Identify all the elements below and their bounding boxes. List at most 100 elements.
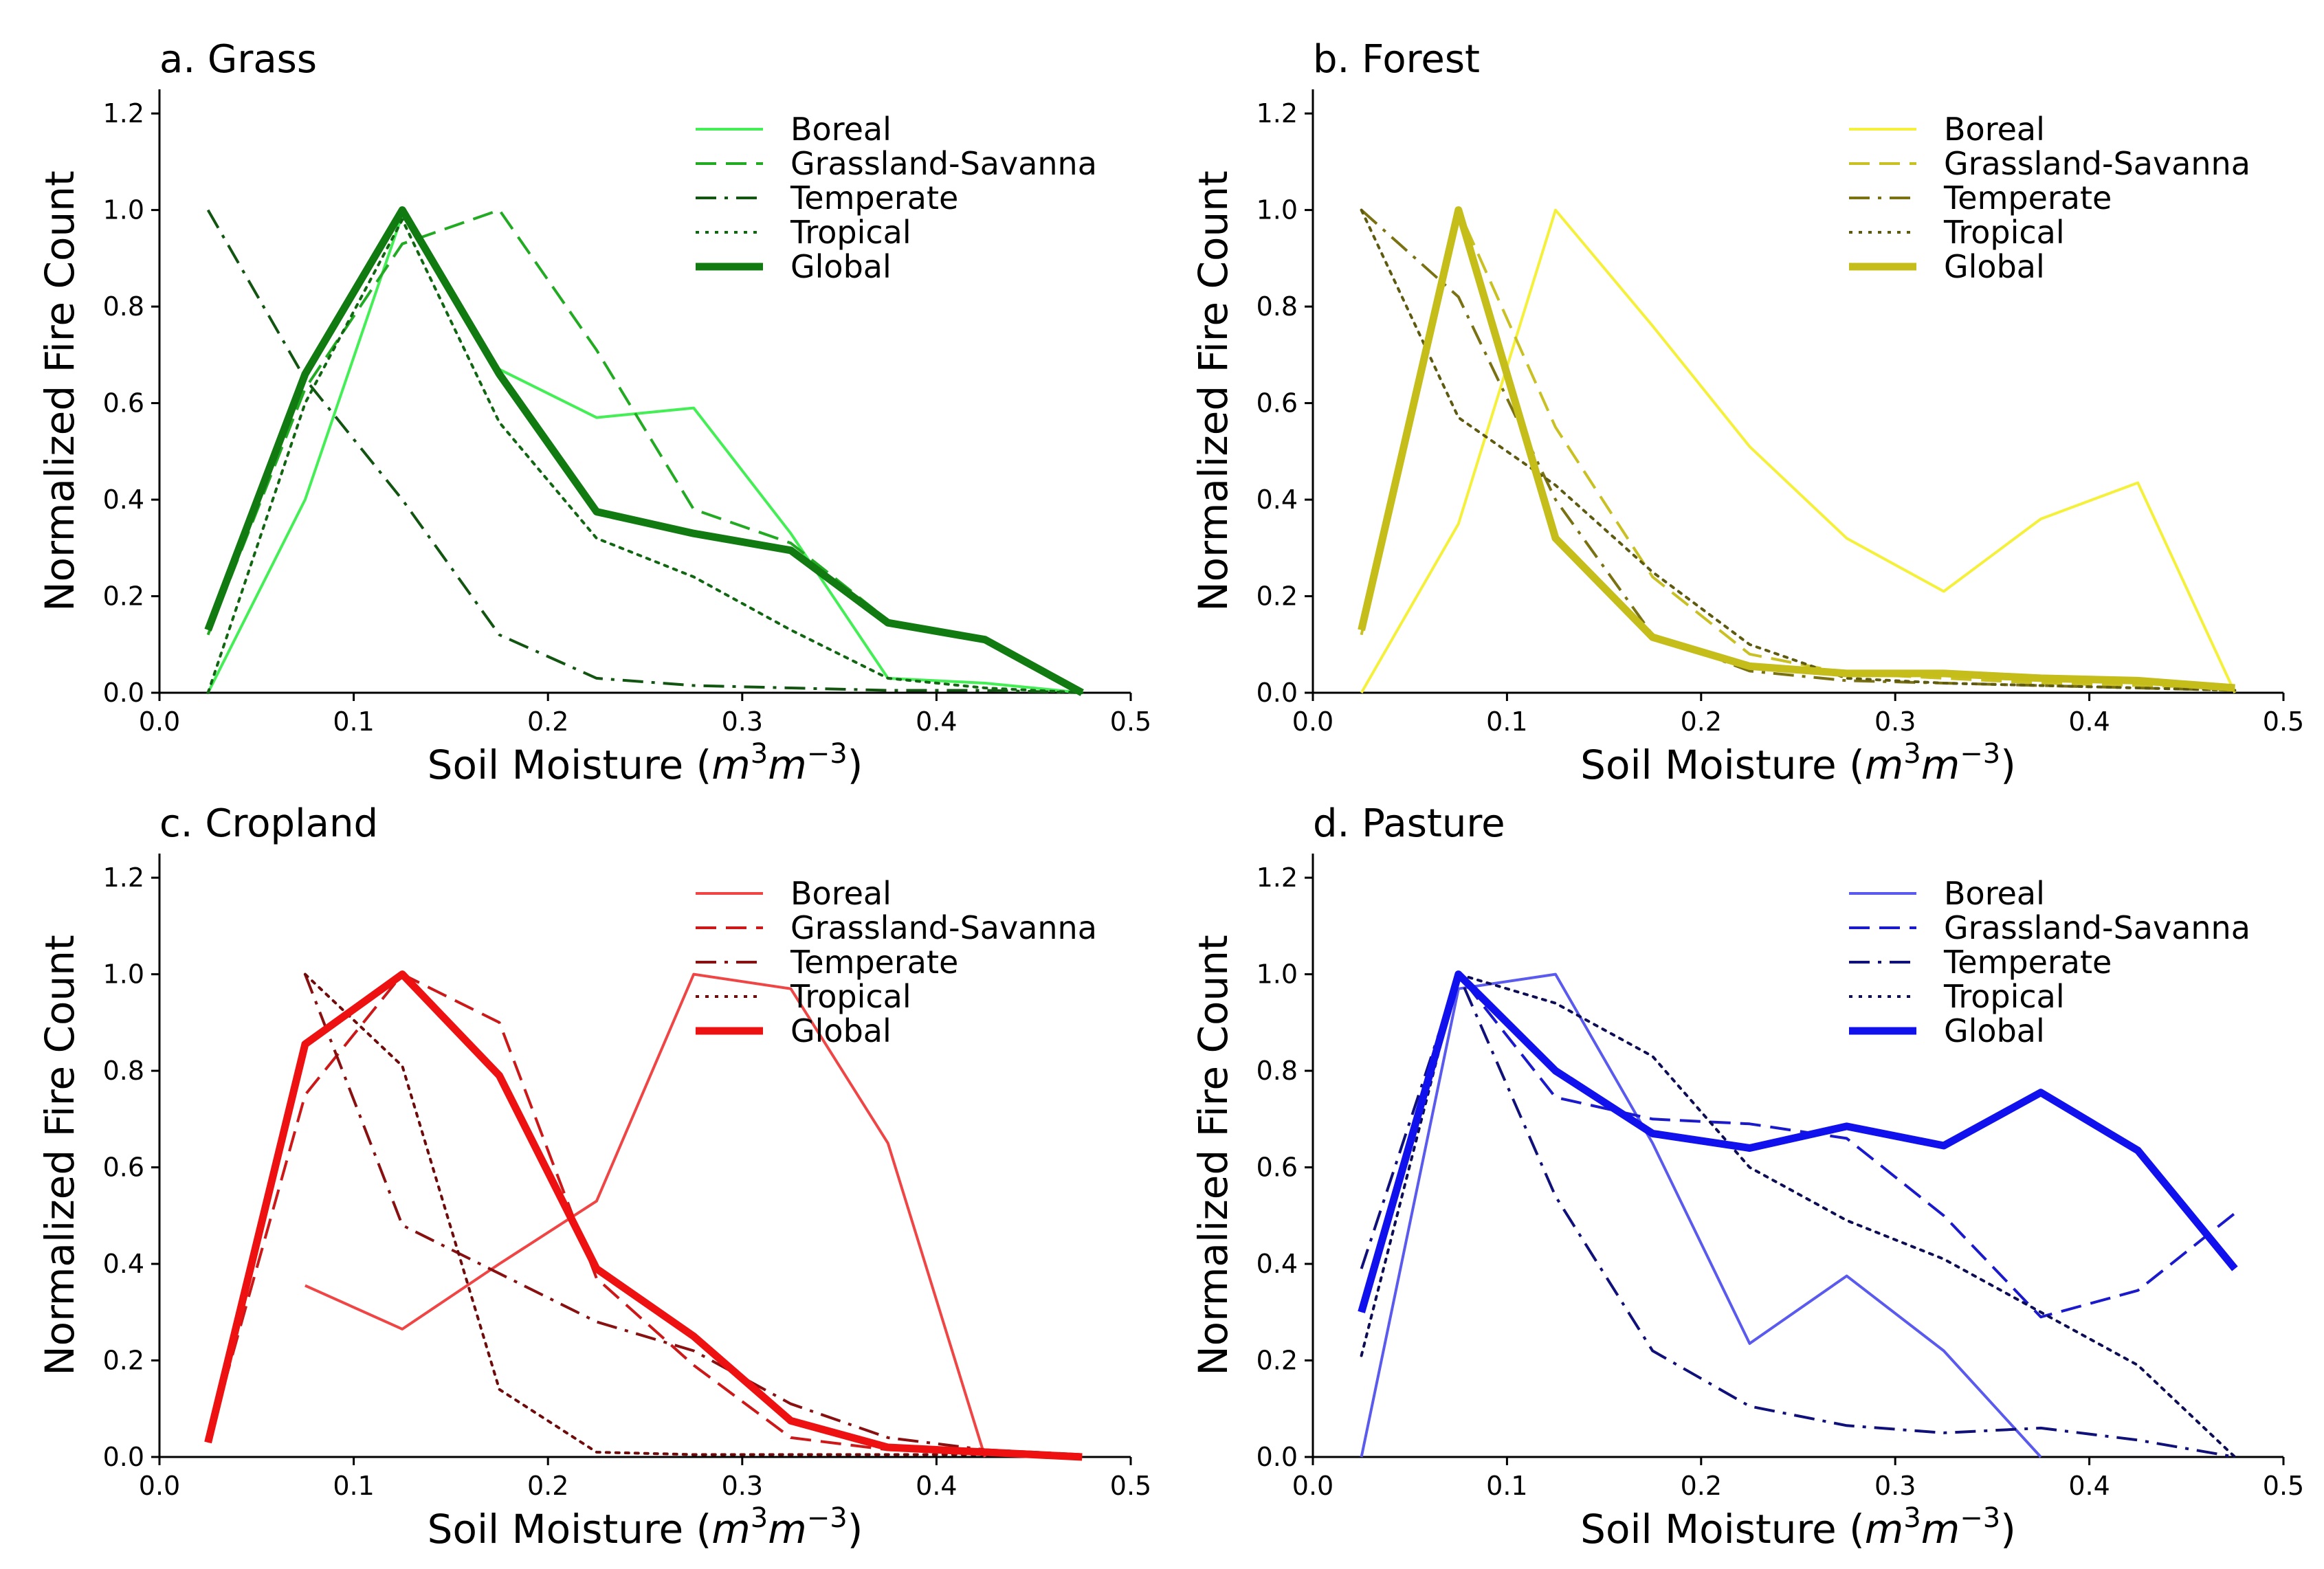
x-tick-label: 0.4	[916, 1471, 957, 1501]
y-tick-label: 1.0	[103, 195, 144, 225]
x-tick-label: 0.1	[333, 706, 374, 737]
y-tick-label: 0.8	[1257, 1056, 1298, 1086]
x-tick-label: 0.5	[2263, 706, 2304, 737]
legend-label: Grassland-Savanna	[1944, 909, 2250, 946]
y-tick-label: 0.6	[103, 1153, 144, 1183]
x-tick-label: 0.1	[1486, 1471, 1527, 1501]
y-axis-label: Normalized Fire Count	[36, 170, 83, 612]
x-tick-label: 0.4	[916, 706, 957, 737]
legend-label: Boreal	[1944, 875, 2045, 912]
x-axis-label: Soil Moisture (m3m−3)	[1580, 1502, 2016, 1553]
legend-label: Tropical	[1943, 214, 2065, 251]
y-tick-label: 0.2	[103, 1346, 144, 1376]
series-line-temperate	[1360, 972, 2235, 1458]
x-tick-label: 0.2	[1681, 1471, 1722, 1501]
y-tick-label: 0.0	[103, 1442, 144, 1472]
x-tick-label: 0.0	[139, 1471, 180, 1501]
legend-label: Grassland-Savanna	[1944, 145, 2250, 182]
y-tick-label: 0.6	[1257, 1153, 1298, 1183]
series-line-grassland-savanna	[1360, 972, 2236, 1319]
series-line-grassland-savanna	[206, 972, 1083, 1458]
y-tick-label: 0.0	[1257, 1442, 1298, 1472]
series-line-global	[1358, 206, 2235, 692]
y-tick-label: 0.0	[103, 678, 144, 708]
chart-panel-3: d. Pasture 0.0 0.1 0.2 0.3 0.4 0.5 0.0 0.2 0.4 0.6…	[1190, 801, 2304, 1553]
x-tick-label: 0.5	[1110, 1471, 1151, 1501]
y-tick-label: 0.4	[1257, 485, 1298, 515]
y-tick-label: 0.6	[103, 388, 144, 419]
legend-label: Temperate	[790, 179, 958, 216]
y-tick-label: 1.2	[103, 98, 144, 129]
legend-label: Global	[790, 1012, 892, 1049]
y-tick-label: 0.8	[103, 291, 144, 322]
series-line-global	[204, 206, 1084, 696]
y-tick-label: 1.2	[103, 863, 144, 893]
y-tick-label: 0.4	[103, 1249, 144, 1279]
y-tick-label: 1.2	[1257, 863, 1298, 893]
series-line-boreal	[305, 972, 986, 1458]
y-tick-label: 1.0	[1257, 195, 1298, 225]
y-tick-label: 0.2	[1257, 581, 1298, 612]
y-tick-label: 1.0	[1257, 959, 1298, 990]
y-tick-label: 0.2	[1257, 1346, 1298, 1376]
series-line-tropical	[1360, 972, 2237, 1458]
y-tick-label: 0.4	[1257, 1249, 1298, 1279]
x-tick-label: 0.2	[527, 706, 568, 737]
legend-label: Temperate	[1943, 944, 2112, 981]
x-tick-label: 0.5	[2263, 1471, 2304, 1501]
x-tick-label: 0.3	[722, 706, 763, 737]
x-tick-label: 0.0	[139, 706, 180, 737]
x-axis-label: Soil Moisture (m3m−3)	[428, 1502, 863, 1553]
x-tick-label: 0.3	[1874, 1471, 1916, 1501]
series-line-boreal	[1360, 972, 2042, 1458]
series-line-grassland-savanna	[206, 208, 1083, 694]
series-line-tropical	[303, 972, 1084, 1458]
series-line-grassland-savanna	[1360, 208, 2235, 689]
chart-panel-1: b. Forest 0.0 0.1 0.2 0.3 0.4 0.5 0.0 0.2 0.4 0.6 0…	[1190, 37, 2304, 788]
legend-label: Global	[790, 248, 892, 285]
y-tick-label: 0.0	[1257, 678, 1298, 708]
x-tick-label: 0.0	[1292, 1471, 1333, 1501]
chart-panel-0: a. Grass 0.0 0.1 0.2 0.3 0.4 0.5 0.0 0.2 0.4 0.6 0.…	[36, 37, 1151, 788]
y-axis-label: Normalized Fire Count	[1190, 935, 1237, 1376]
x-tick-label: 0.3	[722, 1471, 763, 1501]
legend-label: Boreal	[790, 111, 892, 148]
x-tick-label: 0.1	[1486, 706, 1527, 737]
legend-label: Grassland-Savanna	[790, 909, 1097, 946]
series-line-global	[204, 970, 1083, 1461]
legend-label: Tropical	[790, 978, 911, 1015]
panel-title: c. Cropland	[159, 801, 378, 846]
series-line-global	[1358, 970, 2238, 1313]
y-axis-label: Normalized Fire Count	[36, 935, 83, 1376]
y-tick-label: 0.6	[1257, 388, 1298, 419]
x-tick-label: 0.2	[1681, 706, 1722, 737]
series-line-tropical	[1360, 208, 2237, 692]
panel-title: a. Grass	[159, 37, 317, 82]
legend-label: Temperate	[790, 944, 958, 981]
series-line-boreal	[206, 213, 1083, 694]
series-line-temperate	[1360, 209, 2235, 692]
y-tick-label: 0.8	[103, 1056, 144, 1086]
x-tick-label: 0.3	[1874, 706, 1916, 737]
panel-title: d. Pasture	[1313, 801, 1505, 846]
legend-label: Global	[1944, 248, 2045, 285]
x-tick-label: 0.0	[1292, 706, 1333, 737]
x-tick-label: 0.5	[1110, 706, 1151, 737]
legend-label: Global	[1944, 1012, 2045, 1049]
series-line-temperate	[304, 973, 1083, 1456]
x-tick-label: 0.2	[527, 1471, 568, 1501]
x-tick-label: 0.1	[333, 1471, 374, 1501]
y-axis-label: Normalized Fire Count	[1190, 170, 1237, 612]
y-tick-label: 1.2	[1257, 98, 1298, 129]
legend-label: Boreal	[790, 875, 892, 912]
x-tick-label: 0.4	[2068, 1471, 2110, 1501]
series-line-temperate	[206, 209, 1083, 694]
y-tick-label: 1.0	[103, 959, 144, 990]
legend-label: Boreal	[1944, 111, 2045, 148]
x-axis-label: Soil Moisture (m3m−3)	[428, 738, 863, 788]
y-tick-label: 0.4	[103, 485, 144, 515]
legend-label: Grassland-Savanna	[790, 145, 1097, 182]
y-tick-label: 0.2	[103, 581, 144, 612]
series-line-boreal	[1360, 208, 2237, 693]
